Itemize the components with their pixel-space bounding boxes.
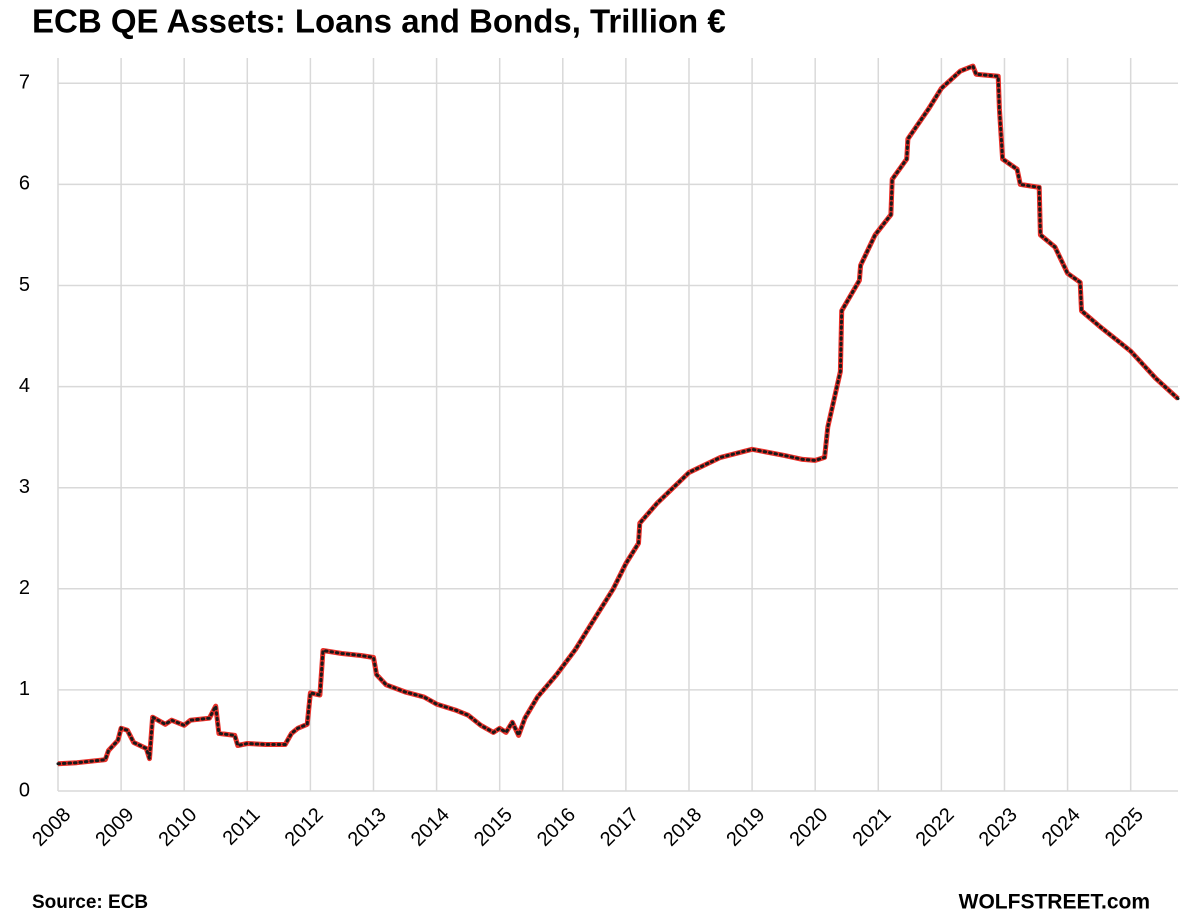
y-tick-label: 2 [19, 577, 30, 599]
x-tick-label: 2024 [1038, 804, 1085, 851]
credit: WOLFSTREET.com [959, 891, 1150, 914]
x-tick-label: 2022 [912, 804, 959, 851]
x-tick-label: 2016 [533, 804, 580, 851]
y-tick-label: 4 [19, 375, 30, 397]
x-tick-label: 2008 [28, 804, 75, 851]
y-tick-label: 0 [19, 779, 30, 801]
y-tick-label: 3 [19, 476, 30, 498]
series-line-dots [56, 64, 1180, 766]
y-tick-label: 6 [19, 173, 30, 195]
x-tick-label: 2019 [722, 804, 769, 851]
source: Source: ECB [32, 892, 148, 913]
x-tick-label: 2012 [281, 804, 328, 851]
x-tick-label: 2015 [470, 804, 517, 851]
x-tick-label: 2023 [975, 804, 1022, 851]
x-tick-label: 2021 [849, 804, 896, 851]
x-tick-label: 2013 [344, 804, 391, 851]
x-tick-label: 2011 [219, 804, 265, 850]
y-tick-label: 5 [19, 274, 30, 296]
x-tick-label: 2010 [154, 804, 201, 851]
x-tick-label: 2017 [596, 804, 643, 851]
y-tick-label: 1 [19, 678, 30, 700]
x-tick-label: 2018 [659, 804, 706, 851]
x-tick-label: 2025 [1101, 804, 1148, 851]
x-tick-label: 2020 [785, 804, 832, 851]
chart-title: ECB QE Assets: Loans and Bonds, Trillion… [32, 3, 726, 40]
series-line [57, 63, 1180, 767]
x-tick-label: 2014 [407, 804, 454, 851]
y-tick-label: 7 [19, 72, 30, 94]
x-tick-label: 2009 [91, 804, 138, 851]
